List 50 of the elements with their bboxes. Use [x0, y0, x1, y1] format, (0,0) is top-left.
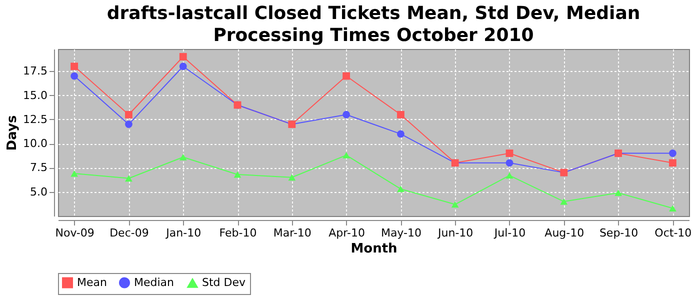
- point: [668, 150, 676, 157]
- y-tick-label: 17.5: [23, 64, 48, 78]
- legend-label: Median: [134, 276, 174, 289]
- point: [70, 72, 78, 80]
- y-tick-label: 15.0: [23, 88, 48, 102]
- point: [234, 171, 242, 178]
- x-axis-title: Month: [350, 242, 398, 256]
- point: [70, 170, 78, 177]
- point: [506, 159, 514, 167]
- x-tick-label: Jul-10: [493, 226, 526, 240]
- x-tick-label: Feb-10: [219, 226, 257, 240]
- x-tick-label: Aug-10: [544, 226, 584, 240]
- y-axis-title: Days: [5, 115, 20, 151]
- y-tick-label: 10.0: [23, 137, 48, 150]
- x-tick-label: Dec-09: [110, 226, 149, 240]
- point: [614, 190, 622, 196]
- point: [125, 120, 132, 128]
- x-tick-label: Jan-10: [165, 226, 202, 240]
- y-tick-label: 7.5: [30, 161, 48, 174]
- x-tick-label: Nov-09: [55, 226, 94, 240]
- x-tick-label: Apr-10: [328, 226, 365, 240]
- point: [179, 62, 187, 70]
- legend-label: Std Dev: [202, 276, 246, 290]
- x-tick-label: Jun-10: [437, 226, 474, 240]
- point: [560, 198, 568, 205]
- point: [396, 110, 404, 118]
- point: [179, 53, 187, 60]
- point: [179, 154, 187, 160]
- point: [125, 175, 132, 182]
- point: [342, 110, 350, 118]
- x-tick-label: Oct-10: [654, 226, 692, 240]
- x-tick-label: Sep-10: [599, 226, 638, 240]
- point: [342, 152, 350, 158]
- legend-label: Mean: [77, 276, 107, 289]
- point: [70, 62, 78, 70]
- point: [342, 72, 350, 80]
- point: [125, 110, 132, 118]
- point: [396, 186, 404, 192]
- x-tick-label: Mar-10: [273, 226, 312, 240]
- x-tick-label: May-10: [380, 226, 422, 240]
- point: [506, 150, 514, 157]
- point: [668, 159, 676, 167]
- point: [451, 201, 459, 208]
- point: [506, 172, 514, 179]
- y-tick-label: 12.5: [23, 112, 48, 126]
- chart-title: drafts-lastcall Closed Tickets Mean, Std Dev, Median Processing Times October 2010: [106, 3, 640, 46]
- point: [668, 205, 676, 212]
- point: [396, 130, 404, 138]
- y-tick-label: 5.0: [30, 185, 48, 198]
- point: [288, 174, 296, 181]
